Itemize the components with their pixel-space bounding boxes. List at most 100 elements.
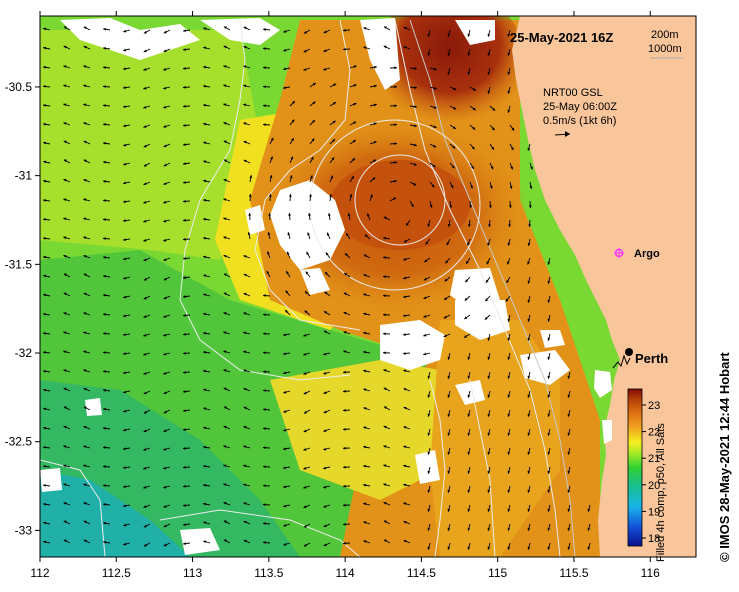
current-vector-arrow-icon — [349, 175, 355, 183]
current-vector-arrow-icon — [303, 67, 311, 71]
current-vector-arrow-icon — [143, 542, 151, 547]
current-vector-arrow-icon — [163, 200, 171, 204]
current-vector-arrow-icon — [243, 539, 251, 544]
current-vector-arrow-icon — [143, 295, 151, 300]
current-vector-arrow-icon — [323, 485, 331, 489]
current-vector-arrow-icon — [283, 542, 291, 546]
current-vector-arrow-icon — [243, 26, 251, 31]
current-vector-arrow-icon — [326, 232, 331, 240]
current-vector-arrow-icon — [429, 124, 437, 129]
current-vector-arrow-icon — [429, 67, 437, 71]
current-vector-arrow-icon — [446, 238, 451, 246]
current-vector-arrow-icon — [83, 45, 91, 50]
current-vector-arrow-icon — [102, 313, 111, 316]
current-vector-arrow-icon — [143, 523, 151, 528]
current-vector-arrow-icon — [123, 447, 131, 451]
current-vector-arrow-icon — [507, 238, 511, 246]
current-vector-arrow-icon — [123, 333, 131, 337]
current-vector-arrow-icon — [102, 446, 111, 449]
current-vector-arrow-icon — [527, 523, 531, 531]
current-vector-arrow-icon — [262, 28, 271, 31]
current-vector-arrow-icon — [389, 197, 397, 202]
current-vector-arrow-icon — [467, 447, 471, 455]
current-vector-arrow-icon — [423, 314, 431, 318]
current-vector-arrow-icon — [223, 502, 231, 506]
current-vector-arrow-icon — [123, 200, 131, 204]
colorbar-tick-label: 22 — [648, 427, 660, 439]
current-vector-arrow-icon — [103, 407, 111, 411]
current-vector-arrow-icon — [424, 257, 431, 263]
current-vector-arrow-icon — [143, 181, 151, 186]
current-vector-arrow-icon — [402, 352, 411, 355]
current-vector-arrow-icon — [102, 503, 111, 506]
current-vector-arrow-icon — [449, 200, 453, 208]
current-vector-arrow-icon — [527, 428, 531, 436]
current-vector-arrow-icon — [587, 523, 591, 531]
current-vector-arrow-icon — [403, 520, 411, 525]
current-vector-arrow-icon — [288, 193, 292, 202]
current-scale-arrow-icon — [554, 131, 571, 137]
current-vector-arrow-icon — [327, 213, 331, 221]
current-vector-arrow-icon — [383, 520, 391, 525]
current-vector-arrow-icon — [123, 428, 131, 432]
current-vector-arrow-icon — [83, 539, 91, 544]
current-vector-arrow-icon — [163, 542, 171, 547]
current-vector-arrow-icon — [123, 67, 131, 71]
current-vector-arrow-icon — [223, 312, 231, 316]
current-vector-arrow-icon — [283, 523, 291, 527]
current-vector-arrow-icon — [423, 352, 431, 356]
current-vector-arrow-icon — [484, 295, 491, 302]
current-vector-arrow-icon — [143, 162, 151, 167]
current-vector-arrow-icon — [403, 539, 411, 544]
current-vector-arrow-icon — [349, 194, 353, 202]
current-vector-arrow-icon — [507, 428, 511, 436]
current-vector-arrow-icon — [43, 369, 51, 373]
current-vector-arrow-icon — [283, 390, 291, 394]
current-vector-arrow-icon — [283, 48, 291, 52]
current-vector-arrow-icon — [203, 198, 211, 202]
current-vector-arrow-icon — [547, 447, 551, 455]
cloud-mask — [40, 18, 570, 555]
current-vector-arrow-icon — [103, 27, 111, 31]
current-vector-arrow-icon — [527, 447, 531, 455]
current-vector-arrow-icon — [268, 212, 272, 221]
current-vector-arrow-icon — [363, 521, 371, 525]
colorbar-tick-label: 19 — [648, 506, 660, 518]
current-vector-arrow-icon — [103, 46, 111, 50]
current-vector-arrow-icon — [63, 464, 71, 468]
current-vector-arrow-icon — [283, 447, 291, 451]
current-vector-arrow-icon — [567, 504, 571, 512]
current-vector-arrow-icon — [447, 371, 451, 379]
current-vector-arrow-icon — [243, 426, 251, 430]
current-vector-arrow-icon — [403, 257, 411, 261]
current-vector-arrow-icon — [243, 84, 251, 88]
current-vector-arrow-icon — [43, 27, 51, 31]
current-vector-arrow-icon — [323, 48, 331, 53]
current-vector-arrow-icon — [223, 350, 231, 354]
current-vector-arrow-icon — [303, 29, 311, 34]
current-vector-arrow-icon — [63, 387, 71, 392]
current-vector-arrow-icon — [303, 371, 311, 375]
current-vector-arrow-icon — [447, 29, 451, 37]
current-vector-arrow-icon — [223, 65, 231, 69]
current-vector-arrow-icon — [487, 352, 491, 360]
current-vector-arrow-icon — [447, 428, 451, 436]
current-vector-arrow-icon — [182, 351, 191, 355]
current-vector-arrow-icon — [547, 295, 551, 303]
current-vector-arrow-icon — [262, 503, 271, 507]
current-vectors — [42, 26, 591, 550]
current-vector-arrow-icon — [447, 352, 451, 360]
current-vector-arrow-icon — [369, 103, 377, 107]
current-vector-arrow-icon — [507, 371, 511, 379]
current-vector-arrow-icon — [443, 295, 451, 301]
current-vector-arrow-icon — [285, 270, 291, 278]
current-vector-arrow-icon — [409, 162, 417, 166]
current-vector-arrow-icon — [63, 26, 71, 31]
argo-float-icon — [614, 248, 624, 258]
current-vector-arrow-icon — [342, 446, 351, 450]
current-vector-arrow-icon — [123, 105, 131, 109]
current-vector-arrow-icon — [449, 105, 457, 110]
current-vector-arrow-icon — [249, 175, 253, 183]
current-vector-arrow-icon — [324, 291, 331, 297]
current-vector-arrow-icon — [467, 352, 471, 360]
